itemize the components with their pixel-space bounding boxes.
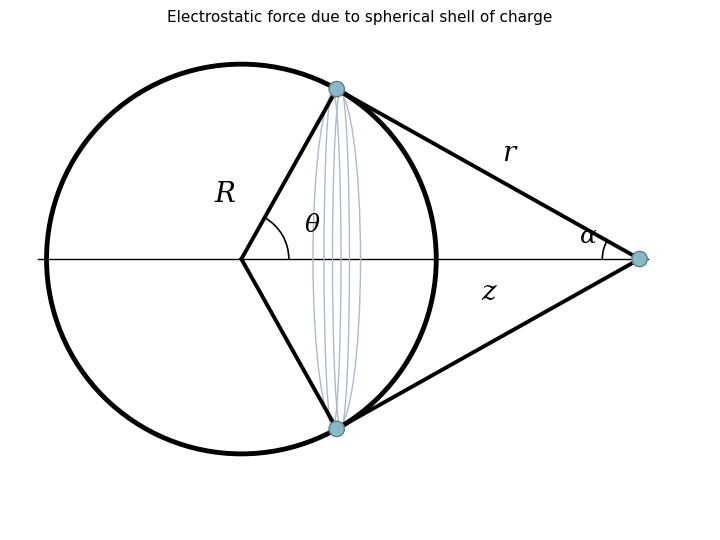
Text: θ: θ bbox=[305, 214, 320, 237]
Circle shape bbox=[632, 252, 647, 267]
Title: Electrostatic force due to spherical shell of charge: Electrostatic force due to spherical she… bbox=[167, 10, 553, 25]
Text: r: r bbox=[502, 140, 515, 167]
Text: R: R bbox=[214, 181, 235, 208]
Circle shape bbox=[329, 82, 344, 97]
Text: z: z bbox=[481, 279, 495, 306]
Text: α: α bbox=[580, 226, 597, 248]
Circle shape bbox=[329, 421, 344, 436]
